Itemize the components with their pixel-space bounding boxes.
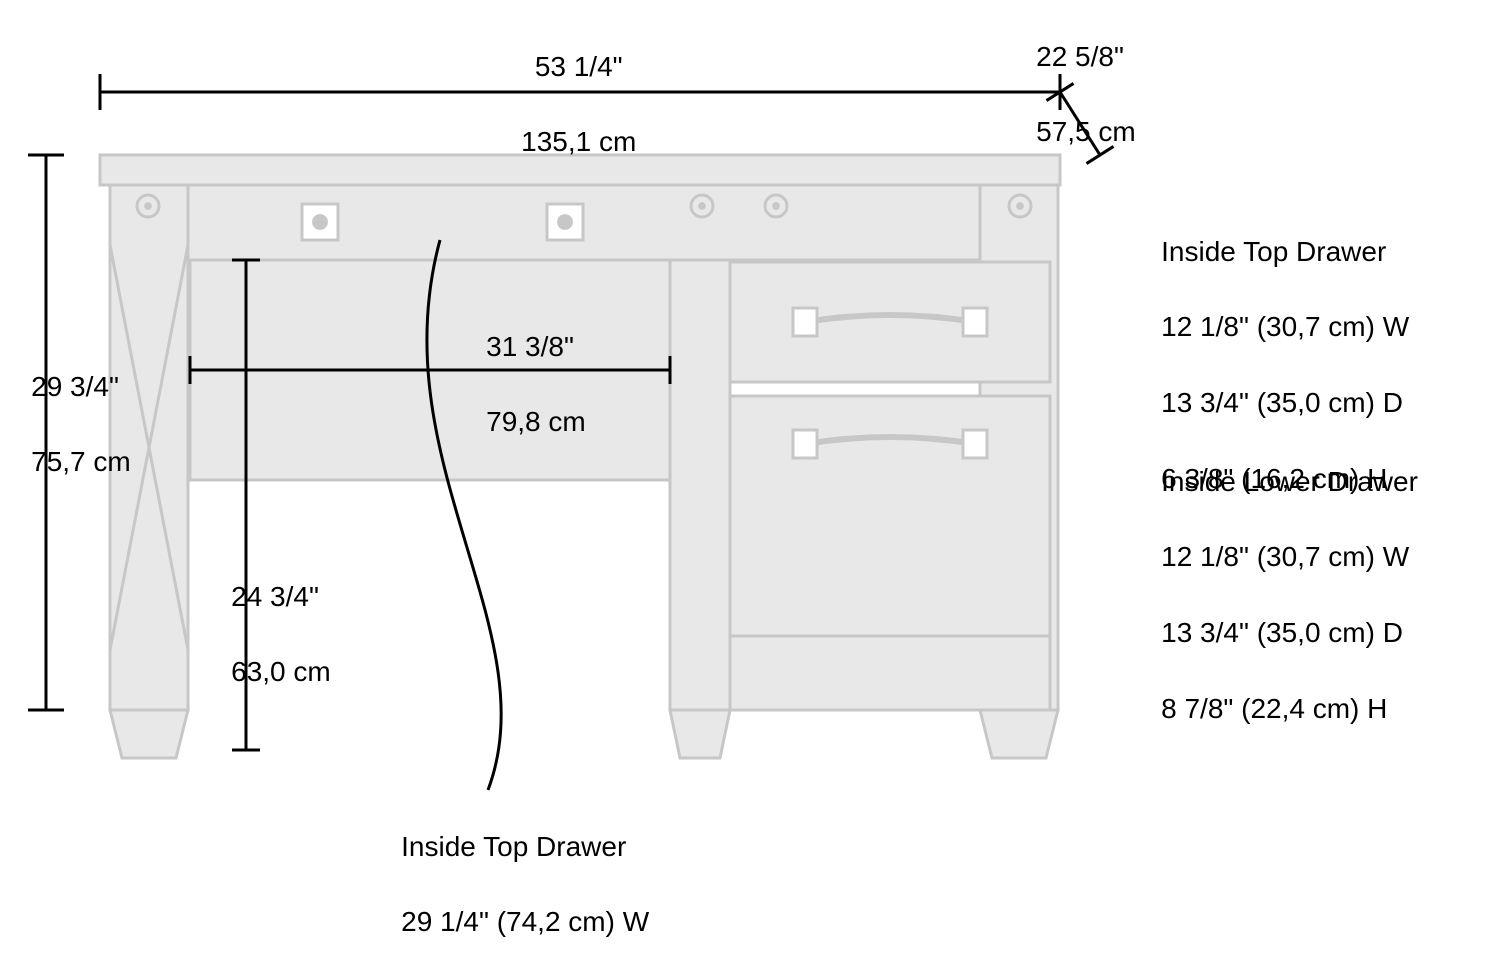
dim-depth-imp: 22 5/8" [1036,41,1124,72]
label-knee-width: 31 3/8" 79,8 cm [455,290,586,479]
dim-width-met: 135,1 cm [521,126,636,157]
callout-rt-l1: 13 3/4" (35,0 cm) D [1161,387,1403,418]
callout-center-title: Inside Top Drawer [401,831,626,862]
diagram-stage: 53 1/4" 135,1 cm 22 5/8" 57,5 cm 29 3/4"… [0,0,1500,966]
dim-knee-w-met: 79,8 cm [486,406,586,437]
callout-right-lower-drawer: Inside Lower Drawer 12 1/8" (30,7 cm) W … [1130,425,1418,765]
dim-knee-w-imp: 31 3/8" [486,331,574,362]
label-overall-height: 29 3/4" 75,7 cm [0,330,131,519]
callout-rl-title: Inside Lower Drawer [1161,466,1418,497]
label-knee-height: 24 3/4" 63,0 cm [200,540,331,729]
callout-center-top-drawer: Inside Top Drawer 29 1/4" (74,2 cm) W 13… [370,790,649,966]
dim-height-met: 75,7 cm [31,446,131,477]
callout-rt-l0: 12 1/8" (30,7 cm) W [1161,311,1409,342]
label-overall-width: 53 1/4" 135,1 cm [490,10,636,199]
dim-depth-met: 57,5 cm [1036,116,1136,147]
callout-rt-title: Inside Top Drawer [1161,236,1386,267]
dim-height-imp: 29 3/4" [31,371,119,402]
dim-knee-h-met: 63,0 cm [231,656,331,687]
callout-rl-l2: 8 7/8" (22,4 cm) H [1161,693,1387,724]
callout-center-l0: 29 1/4" (74,2 cm) W [401,906,649,937]
callout-rl-l1: 13 3/4" (35,0 cm) D [1161,617,1403,648]
dim-knee-h-imp: 24 3/4" [231,581,319,612]
label-overall-depth: 22 5/8" 57,5 cm [1005,0,1136,189]
callout-rl-l0: 12 1/8" (30,7 cm) W [1161,541,1409,572]
dim-width-imp: 53 1/4" [535,51,623,82]
